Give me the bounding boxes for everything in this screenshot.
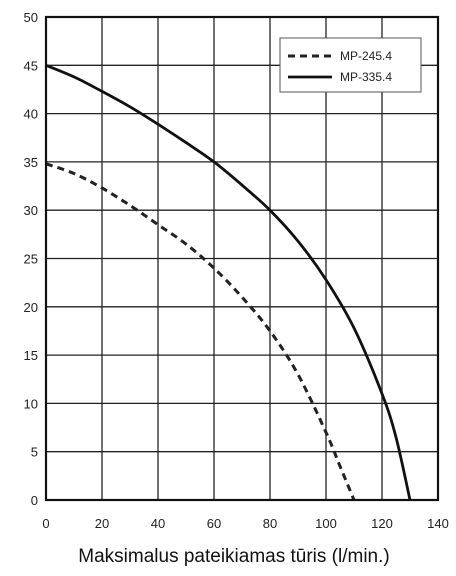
series-line-mp-335-4 [45,64,412,501]
y-tick-label: 20 [24,300,38,315]
y-tick-label: 30 [24,203,38,218]
y-tick-label: 10 [24,396,38,411]
legend-label-mp-335-4: MP-335.4 [340,70,392,84]
x-tick-label: 60 [207,516,221,531]
plot-frame [44,15,440,502]
y-tick-label: 5 [31,445,38,460]
y-tick-label: 50 [24,10,38,25]
series-lines [45,64,412,501]
y-tick-label: 25 [24,252,38,267]
x-tick-label: 40 [151,516,165,531]
grid-lines [45,16,439,501]
x-tick-label: 80 [263,516,277,531]
x-axis-ticks: 0 20 40 60 80 100 120 140 [42,516,448,531]
legend-box [279,37,422,93]
x-tick-label: 100 [315,516,337,531]
legend: MP-245.4 MP-335.4 [279,37,422,93]
x-tick-label: 20 [95,516,109,531]
x-tick-label: 140 [427,516,449,531]
x-tick-label: 120 [371,516,393,531]
x-axis-title: Maksimalus pateikiamas tūris (l/min.) [78,546,389,567]
y-tick-label: 40 [24,107,38,122]
y-tick-label: 35 [24,155,38,170]
y-tick-label: 0 [31,493,38,508]
y-tick-label: 15 [24,348,38,363]
y-axis-ticks: 0 5 10 15 20 25 30 35 40 45 50 [24,10,38,508]
series-line-mp-245-4 [45,162,356,501]
legend-label-mp-245-4: MP-245.4 [340,49,392,63]
x-tick-label: 0 [42,516,49,531]
y-tick-label: 45 [24,58,38,73]
